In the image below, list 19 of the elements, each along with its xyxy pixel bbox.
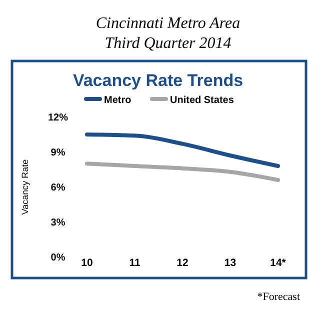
chart-title: Cincinnati Metro Area — [96, 15, 240, 32]
y-tick-label: 12% — [48, 112, 68, 124]
legend-label: United States — [170, 95, 234, 106]
legend-label: Metro — [104, 95, 132, 106]
y-tick-label: 9% — [50, 148, 66, 158]
y-tick-label: 0% — [50, 252, 66, 264]
x-tick-label: 13 — [224, 257, 236, 269]
x-tick-label: 14* — [270, 257, 287, 269]
chart-subtitle: Third Quarter 2014 — [104, 35, 232, 52]
x-tick-label: 10 — [81, 257, 93, 269]
line-series — [85, 132, 280, 168]
x-tick-label: 12 — [176, 257, 188, 269]
x-tick-label: 11 — [129, 257, 140, 269]
y-tick-label: 3% — [50, 218, 66, 228]
text: *Forecast — [257, 291, 300, 303]
y-tick-label: 6% — [50, 182, 66, 194]
text: Vacancy Rate Trends — [72, 71, 244, 90]
y-axis-title: Vacancy Rate — [20, 159, 30, 215]
line-series — [85, 162, 280, 182]
